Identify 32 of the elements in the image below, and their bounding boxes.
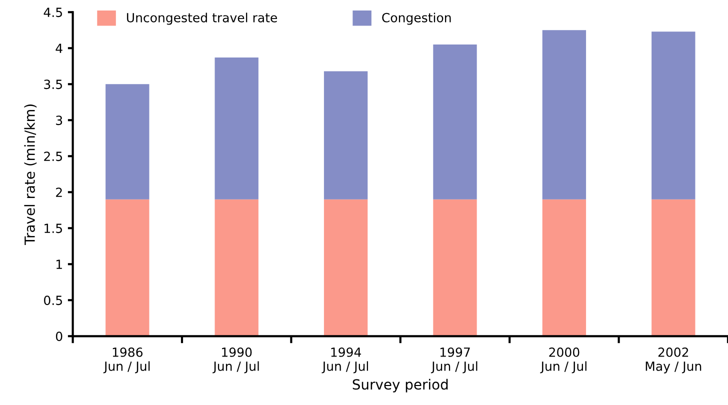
bar — [542, 30, 586, 200]
legend-label: Congestion — [382, 12, 451, 25]
x-tick-label: 1994 Jun / Jul — [322, 347, 368, 374]
y-tick-label: 1.5 — [44, 224, 62, 234]
bar — [214, 199, 258, 336]
y-tick-label: 3.5 — [44, 80, 62, 90]
y-tick-label: 0 — [56, 332, 62, 342]
bar — [652, 199, 696, 336]
y-tick-label: 4 — [56, 44, 62, 53]
y-tick-label: 2 — [56, 188, 62, 197]
x-tick-label: 1990 Jun / Jul — [212, 347, 259, 374]
y-tick-label: 3 — [56, 116, 62, 126]
y-tick-label: 0.5 — [44, 296, 62, 306]
bar — [433, 44, 477, 200]
bar — [106, 84, 150, 200]
bar — [106, 199, 150, 336]
bar — [324, 71, 368, 200]
y-tick-label: 2.5 — [44, 152, 62, 162]
bar — [433, 199, 477, 336]
y-tick-label: 4.5 — [44, 8, 62, 18]
x-tick-label: 2002 May / Jun — [646, 347, 702, 374]
x-tick-label: 1997 Jun / Jul — [430, 347, 478, 374]
x-tick-label: 1986 Jun / Jul — [103, 347, 150, 374]
bar — [652, 32, 696, 200]
bar — [324, 199, 368, 336]
bar — [214, 58, 258, 200]
bar — [542, 199, 586, 336]
x-tick-label: 2000 Jun / Jul — [540, 347, 586, 374]
legend-label: Uncongested travel rate — [126, 12, 278, 25]
y-tick-label: 1 — [56, 260, 62, 269]
y-axis-title: Travel rate (min/km) — [24, 104, 37, 245]
x-axis-title: Survey period — [352, 378, 448, 392]
